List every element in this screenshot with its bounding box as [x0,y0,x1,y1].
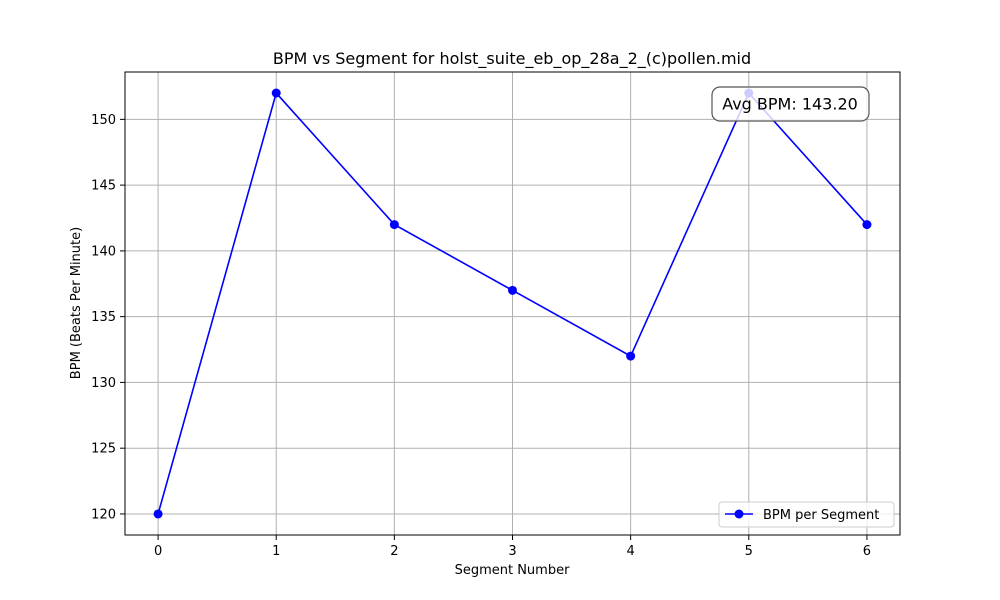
legend: BPM per Segment [718,501,895,528]
annotation-text: Avg BPM: 143.20 [722,95,858,114]
y-tick-label: 120 [91,507,116,522]
annotation-box [711,86,870,122]
x-tick-label: 0 [154,544,162,559]
y-tick-label: 125 [91,442,116,457]
x-tick-label: 1 [272,544,280,559]
x-tick-label: 3 [508,544,516,559]
legend-marker-swatch [734,509,744,519]
legend-box [718,501,895,528]
x-tick-label: 5 [745,544,753,559]
y-tick-label: 145 [91,179,116,194]
data-point [271,88,281,98]
y-tick-label: 130 [91,376,116,391]
y-tick-label: 140 [91,244,116,259]
y-tick-label: 150 [91,113,116,128]
y-tick-label: 135 [91,310,116,325]
grid-lines [125,72,900,535]
chart-title: BPM vs Segment for holst_suite_eb_op_28a… [273,49,751,69]
x-axis-ticks: 0 1 2 3 4 5 6 [154,535,871,559]
legend-label: BPM per Segment [763,508,879,523]
x-axis-label: Segment Number [455,563,571,578]
data-point [862,220,872,230]
data-point [153,509,163,519]
avg-bpm-annotation: Avg BPM: 143.20 [711,86,870,122]
data-point [389,220,399,230]
y-axis-label: BPM (Beats Per Minute) [69,227,84,379]
y-axis-ticks: 120 125 130 135 140 145 150 [91,113,125,522]
x-tick-label: 4 [626,544,634,559]
x-tick-label: 6 [863,544,871,559]
data-point [508,285,517,295]
data-point [626,351,636,361]
x-tick-label: 2 [390,544,398,559]
